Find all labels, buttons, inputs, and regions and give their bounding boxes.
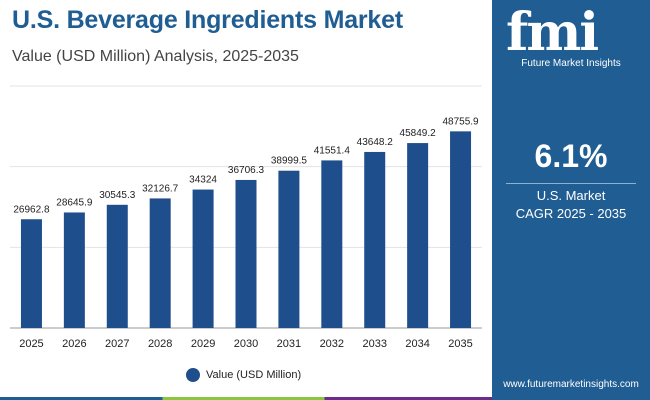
data-label-2026: 28645.9 [56, 197, 93, 208]
data-label-2031: 38999.5 [271, 156, 308, 167]
data-label-2028: 32126.7 [142, 183, 179, 194]
data-label-2029: 34324 [189, 175, 217, 186]
cagr-label-market: U.S. Market [536, 188, 606, 203]
fmi-logo: fmi Future Market Insights [492, 0, 650, 76]
x-tick-label-2035: 2035 [448, 338, 472, 350]
x-tick-label-2025: 2025 [19, 338, 43, 350]
bar-2035 [450, 131, 472, 328]
cagr-label-period: CAGR 2025 - 2035 [515, 206, 627, 221]
bar-2030 [235, 179, 257, 328]
x-tick-label-2032: 2032 [320, 338, 344, 350]
data-label-2030: 36706.3 [228, 165, 265, 176]
bar-2025 [20, 219, 42, 328]
chart-area: 26962.8 2025 28645.9 2026 30545.3 2027 32126.7… [0, 80, 490, 360]
page-subtitle: Value (USD Million) Analysis, 2025-2035 [12, 48, 299, 65]
bar-2032 [321, 160, 343, 328]
bar-2026 [63, 212, 85, 328]
x-tick-label-2030: 2030 [234, 338, 258, 350]
chart-legend: Value (USD Million) [186, 368, 301, 382]
bar-2029 [192, 189, 214, 328]
page-title: U.S. Beverage Ingredients Market [12, 6, 403, 34]
x-tick-label-2033: 2033 [362, 338, 386, 350]
bar-2028 [149, 198, 171, 328]
data-label-2034: 45849.2 [400, 128, 437, 139]
bar-chart: 26962.8 2025 28645.9 2026 30545.3 2027 32126.7… [10, 85, 482, 350]
bottom-accent-bar [0, 397, 492, 400]
x-tick-label-2026: 2026 [62, 338, 86, 350]
data-label-2033: 43648.2 [357, 137, 394, 148]
logo-subtitle: Future Market Insights [521, 58, 621, 69]
bar-2034 [407, 143, 429, 328]
data-label-2027: 30545.3 [99, 190, 136, 201]
bar-2033 [364, 151, 386, 328]
x-tick-label-2027: 2027 [105, 338, 129, 350]
x-tick-label-2028: 2028 [148, 338, 172, 350]
x-tick-label-2029: 2029 [191, 338, 215, 350]
data-label-2032: 41551.4 [314, 145, 351, 156]
legend-swatch [186, 368, 200, 382]
data-label-2035: 48755.9 [442, 116, 479, 127]
logo-text: fmi [506, 2, 599, 63]
x-tick-label-2034: 2034 [405, 338, 429, 350]
legend-label: Value (USD Million) [206, 369, 302, 381]
cagr-value: 6.1% [534, 138, 608, 174]
bar-2027 [106, 204, 128, 328]
side-panel: fmi Future Market Insights 6.1% U.S. Mar… [492, 0, 650, 400]
cagr-divider [506, 183, 636, 184]
data-label-2025: 26962.8 [13, 204, 50, 215]
website-link[interactable]: www.futuremarketinsights.com [503, 379, 639, 390]
x-tick-label-2031: 2031 [277, 338, 301, 350]
bar-2031 [278, 170, 300, 328]
